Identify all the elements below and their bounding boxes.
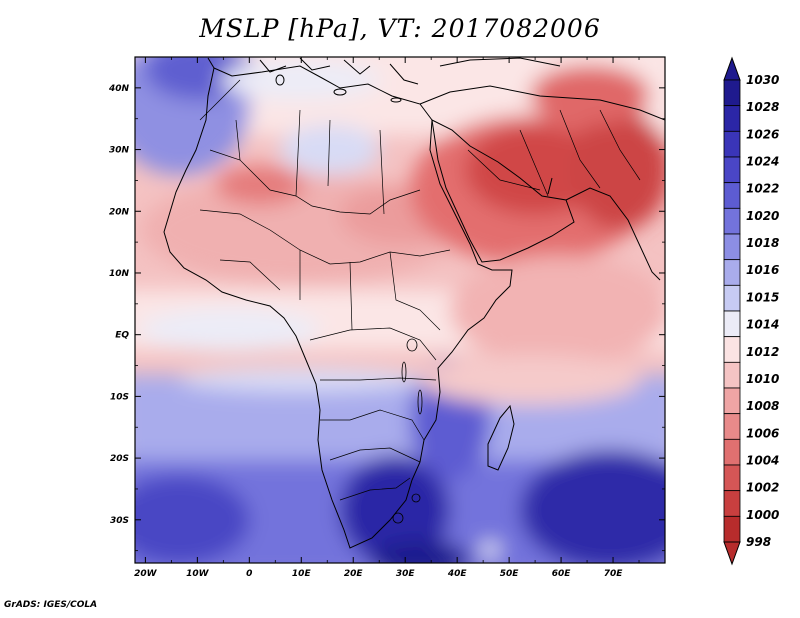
colorbar-label: 1010 [746, 372, 779, 386]
colorbar-label: 1014 [746, 318, 779, 332]
colorbar-swatch [723, 310, 741, 338]
lat-label: 10N [109, 269, 130, 279]
colorbar-label: 1018 [746, 236, 779, 250]
lon-label: 0 [246, 569, 252, 579]
madagascar-coastline [487, 404, 515, 471]
colorbar-label: 1004 [746, 453, 779, 467]
colorbar-label: 1002 [746, 481, 779, 495]
asia-coastline [419, 85, 665, 281]
lakes [392, 338, 423, 524]
colorbar-swatch [723, 336, 741, 363]
colorbar-swatch [723, 284, 741, 312]
longitude-axis: 20W 10W 0 10E 20E 30E 40E 50E 60E 70E [134, 57, 640, 579]
colorbar-swatch [723, 387, 741, 415]
lat-label: 20N [109, 207, 130, 217]
colorbar-label: 1015 [746, 290, 779, 304]
coastlines [163, 57, 665, 549]
lon-label: 10W [186, 569, 210, 579]
lon-label: 30E [396, 569, 416, 579]
colorbar-swatch [723, 207, 741, 235]
colorbar-swatch [723, 233, 741, 261]
europe-coastline [207, 57, 561, 85]
lat-label: 40N [108, 84, 130, 94]
colorbar-swatch [723, 182, 741, 209]
lon-label: 20E [344, 569, 364, 579]
colorbar-swatch [723, 105, 741, 132]
arabia-coastline [431, 119, 575, 263]
colorbar: 1030 1028 1026 1024 1022 1020 1018 1016 1015 1014… [723, 56, 779, 566]
colorbar-label: 1016 [746, 263, 779, 277]
colorbar-label: 1012 [746, 345, 779, 359]
grads-credit: GrADS: IGES/COLA [4, 600, 98, 610]
colorbar-swatch [723, 413, 741, 440]
colorbar-label: 1028 [746, 100, 779, 114]
colorbar-swatch [723, 79, 741, 107]
lat-label: 10S [110, 392, 129, 402]
lon-label: 60E [552, 569, 572, 579]
colorbar-swatch [723, 490, 741, 517]
colorbar-label: 998 [746, 535, 771, 549]
colorbar-label: 1022 [746, 182, 779, 196]
colorbar-swatch [723, 361, 741, 389]
lat-label: 30S [110, 516, 129, 526]
colorbar-label: 1030 [746, 73, 779, 87]
colorbar-label: 1026 [746, 127, 779, 141]
colorbar-swatch [723, 438, 741, 466]
lon-label: 40E [447, 569, 468, 579]
lat-label: 20S [110, 454, 129, 464]
colorbar-swatch [723, 259, 741, 286]
lat-label: 30N [109, 146, 130, 156]
pressure-field [135, 57, 665, 563]
colorbar-swatch [723, 156, 741, 184]
colorbar-label: 1024 [746, 155, 779, 169]
colorbar-label: 1006 [746, 426, 779, 440]
colorbar-swatch [723, 130, 741, 158]
colorbar-swatch [723, 464, 741, 492]
latitude-axis: 40N 30N 20N 10N EQ 10S 20S 30S [108, 56, 665, 552]
lon-label: 20W [134, 569, 158, 579]
colorbar-swatch [723, 515, 741, 543]
lon-label: 50E [500, 569, 520, 579]
colorbar-label: 1008 [746, 399, 779, 413]
plot-frame [134, 56, 666, 564]
colorbar-bottom-arrow [723, 541, 741, 566]
lon-label: 70E [604, 569, 624, 579]
colorbar-label: 1000 [746, 508, 779, 522]
chart-title: MSLP [hPa], VT: 2017082006 [199, 14, 601, 43]
colorbar-label: 1020 [746, 209, 779, 223]
lat-label: EQ [115, 331, 129, 341]
country-borders [199, 79, 641, 501]
colorbar-top-arrow [723, 56, 741, 81]
lon-label: 10E [292, 569, 312, 579]
